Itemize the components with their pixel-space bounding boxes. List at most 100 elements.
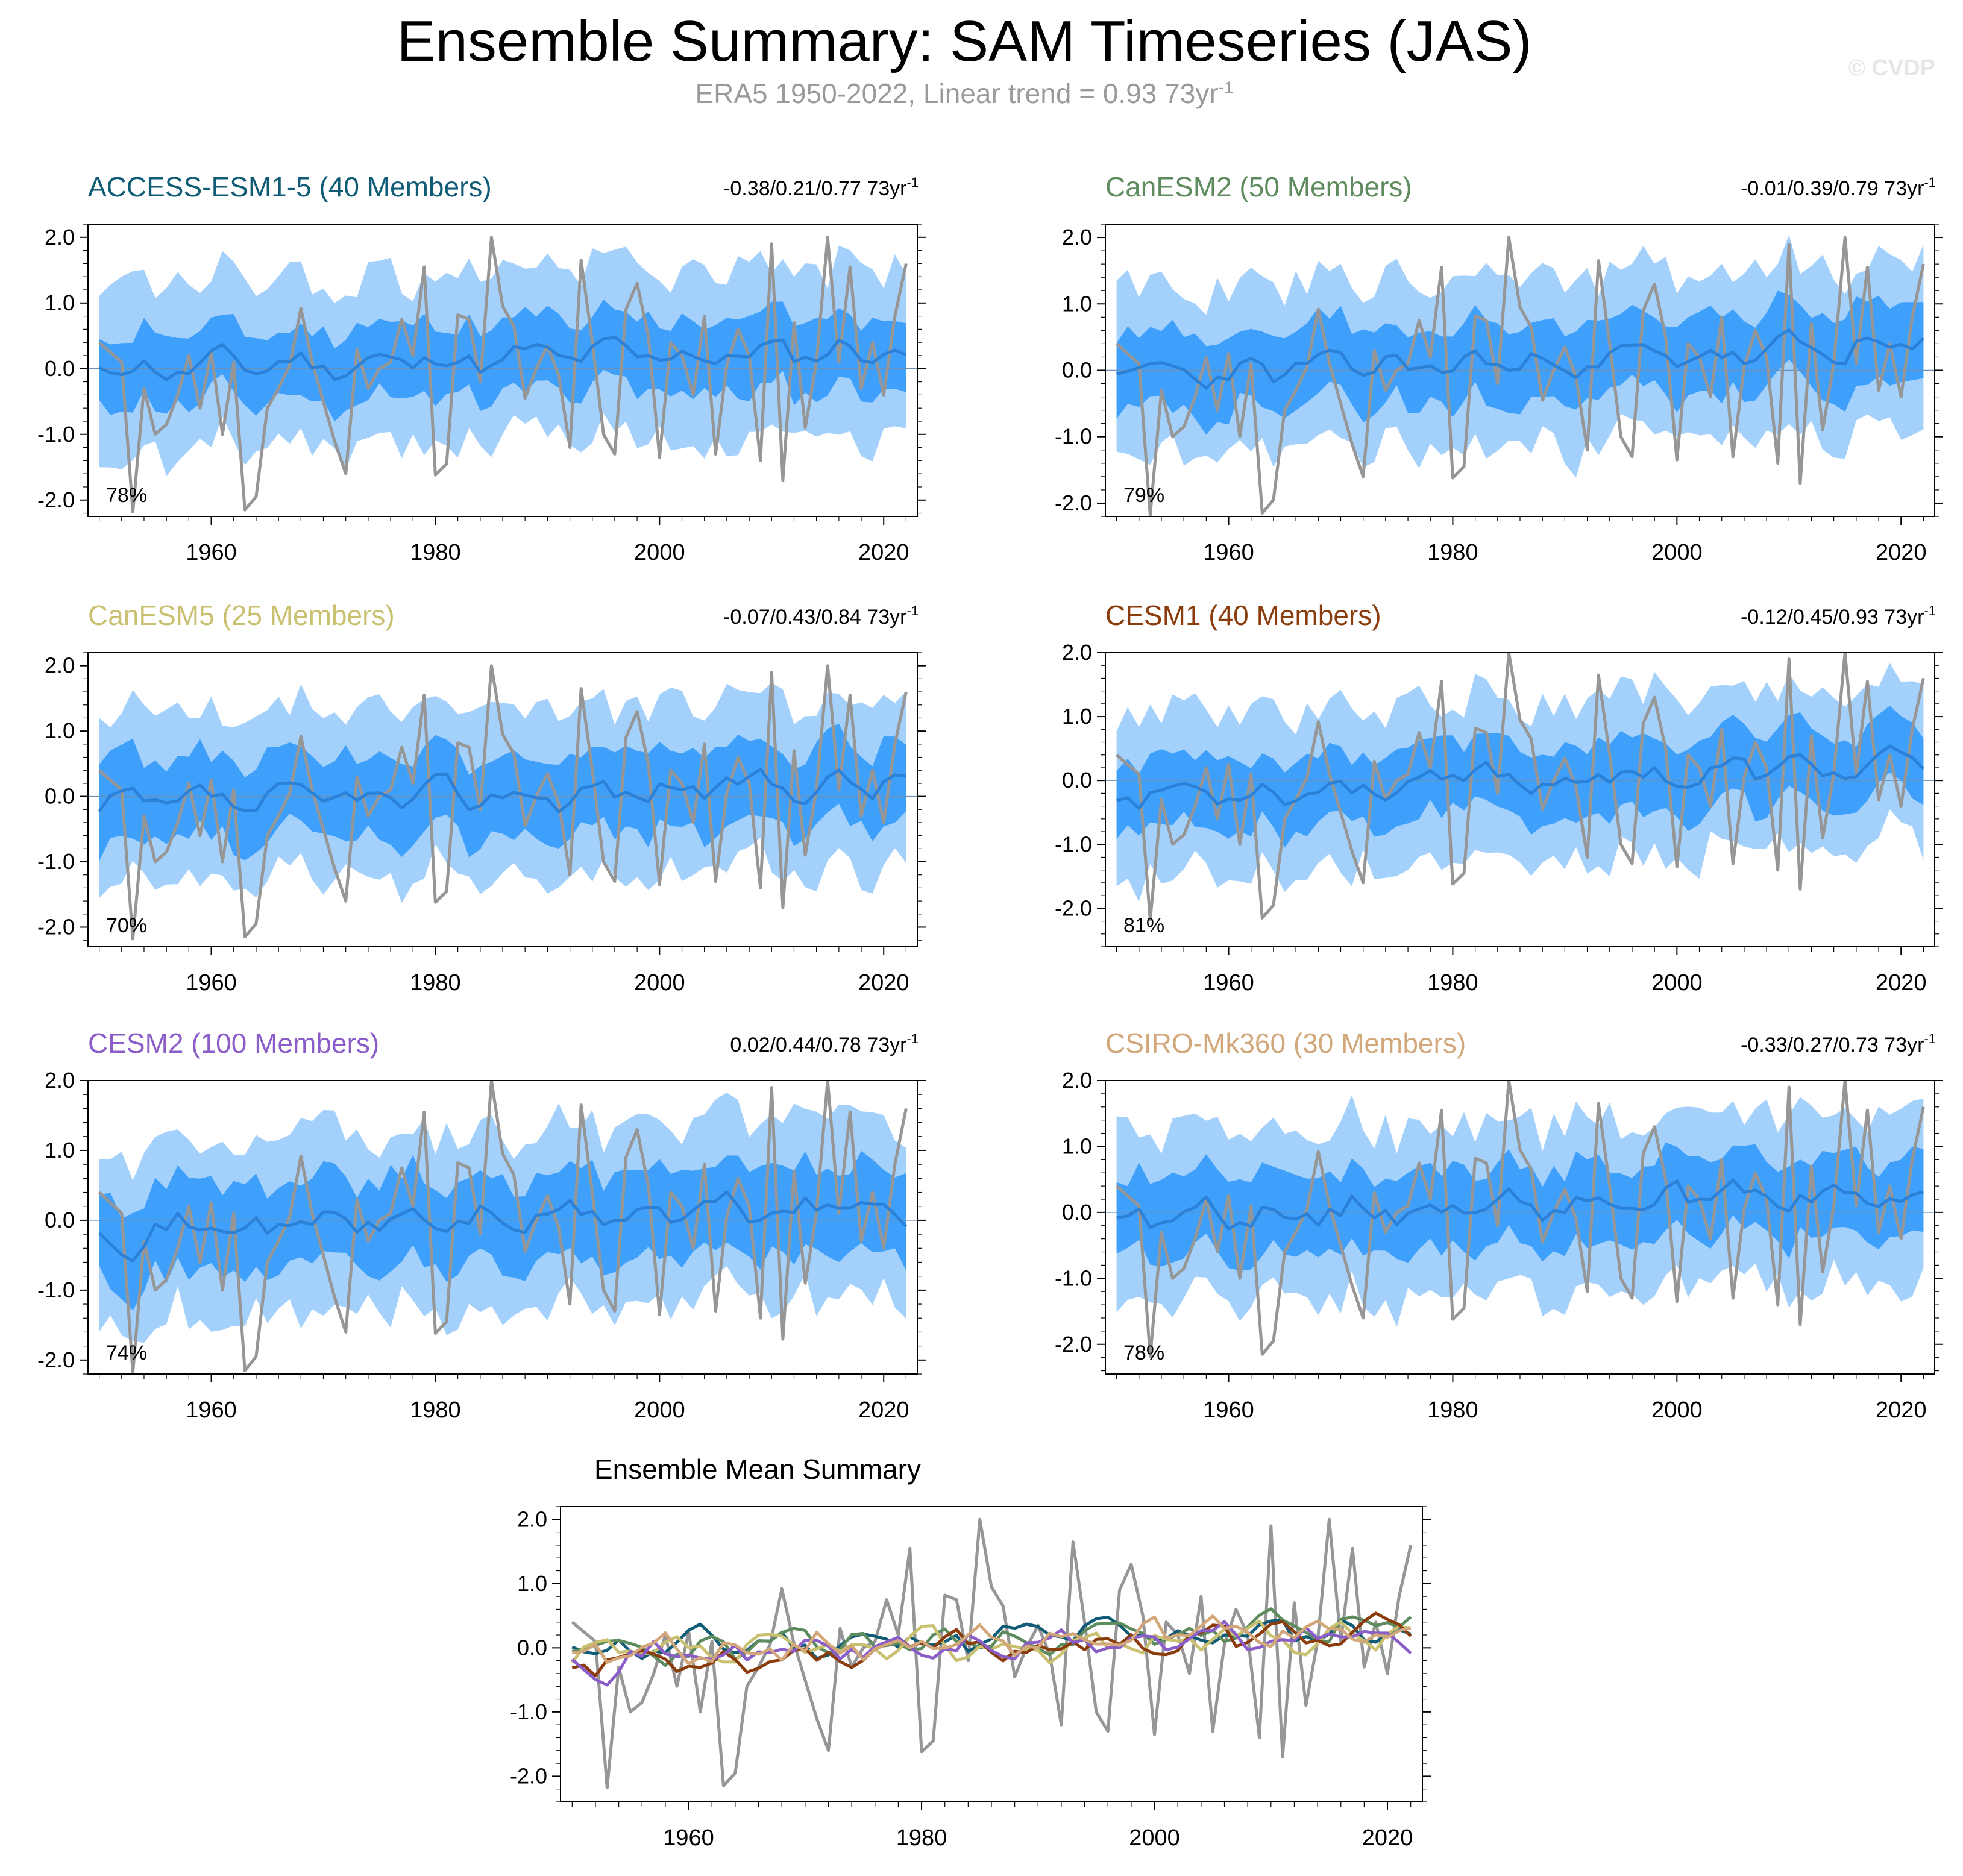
x-tick-label: 2020 xyxy=(858,1398,909,1423)
y-tick-label: -2.0 xyxy=(1055,896,1092,920)
chart-panel-2: CanESM2 (50 Members) -0.01/0.39/0.79 73yr… xyxy=(1055,171,1943,565)
y-tick-label: 0.0 xyxy=(1062,358,1092,383)
plot-area xyxy=(571,1517,1413,1790)
y-tick-label: -1.0 xyxy=(37,849,75,874)
y-tick-label: -1.0 xyxy=(1055,832,1092,856)
observed-series-line xyxy=(571,1517,1413,1790)
y-tick-label: 2.0 xyxy=(45,653,75,678)
ensemble-mean-line-cesm1 xyxy=(571,1611,1412,1678)
x-tick-label: 2020 xyxy=(1876,540,1927,565)
plot-area xyxy=(1105,653,1935,921)
y-tick-label: -1.0 xyxy=(1055,1266,1092,1290)
y-tick-label: 1.0 xyxy=(45,1138,75,1162)
y-tick-label: -2.0 xyxy=(1055,1332,1092,1357)
y-tick-label: 2.0 xyxy=(517,1507,547,1531)
x-tick-label: 2020 xyxy=(858,970,909,996)
figure-title: Ensemble Summary: SAM Timeseries (JAS) xyxy=(397,9,1532,74)
x-tick-label: 2000 xyxy=(634,970,685,996)
x-tick-label: 2000 xyxy=(1129,1825,1180,1851)
y-tick-label: 1.0 xyxy=(1062,1134,1092,1158)
y-tick-label: 1.0 xyxy=(45,718,75,743)
y-tick-label: -2.0 xyxy=(37,488,75,512)
y-tick-label: -1.0 xyxy=(510,1699,547,1724)
figure-subtitle: ERA5 1950-2022, Linear trend = 0.93 73yr… xyxy=(0,77,1929,110)
y-tick-label: 0.0 xyxy=(1062,1200,1092,1225)
trend-label: -0.01/0.39/0.79 73yr-1 xyxy=(1741,175,1936,200)
observed-series-line xyxy=(98,236,908,513)
chart-panel-7: Ensemble Mean Summary -2.0 -1.0 0.0 1.0 2.0 19… xyxy=(510,1454,1431,1851)
plot-area xyxy=(88,236,917,513)
x-tick-label: 2020 xyxy=(1876,970,1927,996)
chart-panel-4: CESM1 (40 Members) -0.12/0.45/0.93 73yr-1… xyxy=(1055,600,1943,996)
subtitle-text: ERA5 1950-2022, Linear trend = 0.93 73yr xyxy=(695,78,1219,109)
y-tick-label: 1.0 xyxy=(1062,704,1092,729)
chart-panel-5: CESM2 (100 Members) 0.02/0.44/0.78 73yr-1… xyxy=(37,1027,926,1423)
percent-within-label: 81% xyxy=(1123,914,1164,937)
inner-percentile-band xyxy=(99,723,906,862)
percent-within-label: 74% xyxy=(106,1341,147,1364)
x-tick-label: 1960 xyxy=(663,1825,714,1851)
trend-label: -0.07/0.43/0.84 73yr-1 xyxy=(723,603,919,629)
y-tick-label: 1.0 xyxy=(45,290,75,315)
trend-label: -0.12/0.45/0.93 73yr-1 xyxy=(1741,603,1936,629)
ensemble-mean-line-canesm2 xyxy=(571,1607,1412,1667)
x-tick-label: 2000 xyxy=(634,540,685,565)
panel-title: CESM2 (100 Members) xyxy=(88,1027,379,1059)
observed-series-line xyxy=(98,1081,908,1374)
observed-series-line xyxy=(98,664,908,941)
trend-label: 0.02/0.44/0.78 73yr-1 xyxy=(730,1031,919,1056)
cvdp-watermark: © CVDP xyxy=(1848,55,1935,81)
x-tick-label: 1960 xyxy=(186,540,237,565)
y-tick-label: 0.0 xyxy=(45,784,75,809)
observed-series-line xyxy=(1115,236,1925,516)
panel-title: CSIRO-Mk360 (30 Members) xyxy=(1105,1027,1466,1059)
y-tick-label: -1.0 xyxy=(37,1278,75,1302)
panel-title: CanESM2 (50 Members) xyxy=(1105,171,1412,202)
x-tick-label: 1960 xyxy=(1203,540,1254,565)
ensemble-mean-line xyxy=(98,768,906,814)
y-tick-label: 1.0 xyxy=(1062,291,1092,316)
chart-panel-6: CSIRO-Mk360 (30 Members) -0.33/0.27/0.73 … xyxy=(1055,1027,1943,1423)
plot-area xyxy=(1105,1081,1935,1358)
plot-area xyxy=(88,664,917,941)
y-tick-label: 2.0 xyxy=(45,1068,75,1093)
ensemble-mean-line xyxy=(1116,328,1925,391)
ensemble-mean-line xyxy=(98,336,907,381)
observed-series-line xyxy=(1115,1081,1925,1358)
x-tick-label: 2020 xyxy=(1876,1398,1927,1423)
y-tick-label: -2.0 xyxy=(37,914,75,939)
x-tick-label: 1960 xyxy=(186,970,237,996)
x-tick-label: 1980 xyxy=(410,1398,461,1423)
subtitle-exponent: -1 xyxy=(1218,78,1234,97)
y-tick-label: 2.0 xyxy=(1062,1068,1092,1093)
x-tick-label: 1980 xyxy=(896,1825,947,1851)
y-tick-label: -1.0 xyxy=(1055,424,1092,449)
ensemble-mean-line xyxy=(1116,1178,1924,1231)
trend-label: -0.33/0.27/0.73 73yr-1 xyxy=(1741,1031,1936,1056)
chart-panel-3: CanESM5 (25 Members) -0.07/0.43/0.84 73yr… xyxy=(37,600,926,996)
y-tick-label: -2.0 xyxy=(510,1763,547,1788)
percent-within-label: 79% xyxy=(1123,484,1164,507)
y-tick-label: 2.0 xyxy=(1062,225,1092,249)
ensemble-mean-line-csiro-mk360 xyxy=(571,1614,1412,1666)
inner-percentile-band xyxy=(99,1150,906,1311)
panel-title: ACCESS-ESM1-5 (40 Members) xyxy=(88,171,492,202)
x-tick-label: 2020 xyxy=(1362,1825,1413,1851)
x-tick-label: 1980 xyxy=(1427,1398,1478,1423)
observed-series-line xyxy=(1115,653,1925,921)
x-tick-label: 1980 xyxy=(1427,970,1478,996)
panel-title: CESM1 (40 Members) xyxy=(1105,600,1381,631)
y-tick-label: 0.0 xyxy=(45,356,75,381)
x-tick-label: 2000 xyxy=(1651,1398,1703,1423)
chart-panel-1: ACCESS-ESM1-5 (40 Members) -0.38/0.21/0.7… xyxy=(37,171,926,565)
x-tick-label: 2020 xyxy=(858,540,909,565)
y-tick-label: 0.0 xyxy=(45,1208,75,1232)
x-tick-label: 1980 xyxy=(410,540,461,565)
percent-within-label: 78% xyxy=(1123,1341,1164,1364)
y-tick-label: 2.0 xyxy=(1062,640,1092,665)
x-tick-label: 1960 xyxy=(1203,970,1254,996)
x-tick-label: 2000 xyxy=(1651,970,1703,996)
y-tick-label: -2.0 xyxy=(37,1347,75,1372)
